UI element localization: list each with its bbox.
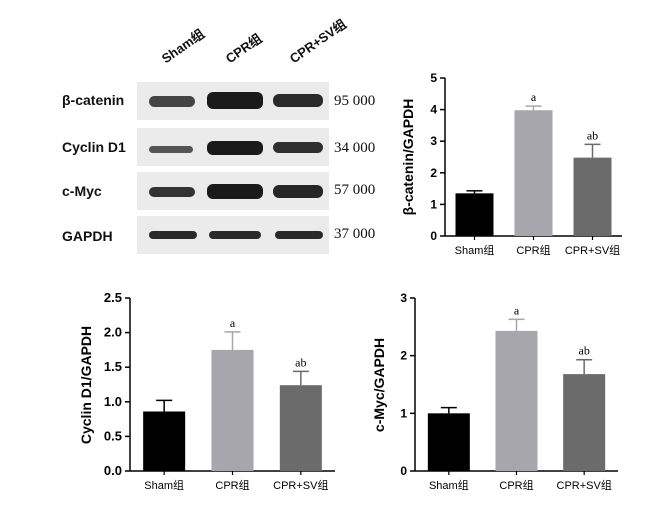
x-tick-label: Sham组 <box>429 478 469 492</box>
y-axis-label: c-Myc/GAPDH <box>371 338 387 432</box>
significance-label: ab <box>579 344 590 358</box>
significance-label: a <box>230 316 236 330</box>
y-tick-label: 3 <box>430 134 437 148</box>
blot-mw-gapdh: 37 000 <box>334 226 376 242</box>
band <box>273 142 323 153</box>
band <box>207 141 263 155</box>
bar <box>455 193 494 236</box>
band <box>273 94 323 107</box>
blot-mw-beta-catenin: 95 000 <box>334 93 376 109</box>
band <box>207 184 263 199</box>
y-tick-label: 1.5 <box>104 359 122 374</box>
band <box>207 92 263 109</box>
blot-mw-c-myc: 57 000 <box>334 182 376 198</box>
blot-row-label-cyclin-d1: Cyclin D1 <box>62 139 126 155</box>
blot-row-label-gapdh: GAPDH <box>62 228 113 244</box>
y-tick-label: 1 <box>430 197 437 211</box>
bar <box>573 157 612 236</box>
bar <box>563 374 606 471</box>
band <box>149 187 195 197</box>
y-tick-label: 4 <box>430 103 437 117</box>
y-tick-label: 2.5 <box>104 290 122 305</box>
blot-mw-cyclin-d1: 34 000 <box>334 140 376 156</box>
x-tick-label: CPR+SV组 <box>273 478 328 492</box>
y-tick-label: 0 <box>400 464 407 478</box>
significance-label: ab <box>295 355 306 369</box>
blot-strip-beta-catenin <box>137 82 329 120</box>
bar <box>143 411 186 471</box>
significance-label: a <box>531 90 537 104</box>
x-tick-label: Sham组 <box>144 478 184 492</box>
blot-strip-cyclin-d1 <box>137 128 329 166</box>
significance-label: a <box>514 303 520 317</box>
y-tick-label: 3 <box>400 291 407 305</box>
y-tick-label: 0.0 <box>104 463 122 478</box>
band <box>149 231 197 239</box>
blot-strip-c-myc <box>137 172 329 210</box>
bar <box>427 413 470 471</box>
y-tick-label: 1.0 <box>104 394 122 409</box>
western-blot-panel: Sham组 CPR组 CPR+SV组 β-catenin Cyclin D1 c… <box>0 0 400 270</box>
y-tick-label: 2 <box>400 349 407 363</box>
x-tick-label: CPR+SV组 <box>557 478 612 492</box>
bar <box>279 385 322 471</box>
band <box>273 185 323 198</box>
blot-row-label-beta-catenin: β-catenin <box>62 92 125 108</box>
y-axis-label: Cyclin D1/GAPDH <box>78 326 94 444</box>
blot-strip-gapdh <box>137 216 329 254</box>
x-tick-label: CPR+SV组 <box>565 243 620 257</box>
x-tick-label: Sham组 <box>455 243 495 257</box>
y-tick-label: 5 <box>430 71 437 85</box>
bar <box>211 349 254 471</box>
band <box>149 146 193 153</box>
band <box>275 231 323 239</box>
y-tick-label: 0 <box>430 229 437 243</box>
blot-row-label-c-myc: c-Myc <box>62 183 102 199</box>
significance-label: ab <box>587 128 598 142</box>
y-tick-label: 2.0 <box>104 325 122 340</box>
bar <box>495 330 538 471</box>
x-tick-label: CPR组 <box>499 478 533 492</box>
y-tick-label: 1 <box>400 406 407 420</box>
x-tick-label: CPR组 <box>516 243 550 257</box>
y-tick-label: 2 <box>430 166 437 180</box>
band <box>209 231 261 239</box>
bar <box>514 110 553 236</box>
x-tick-label: CPR组 <box>215 478 249 492</box>
y-tick-label: 0.5 <box>104 428 122 443</box>
band <box>149 96 195 107</box>
y-axis-label: β-catenin/GAPDH <box>400 99 416 216</box>
